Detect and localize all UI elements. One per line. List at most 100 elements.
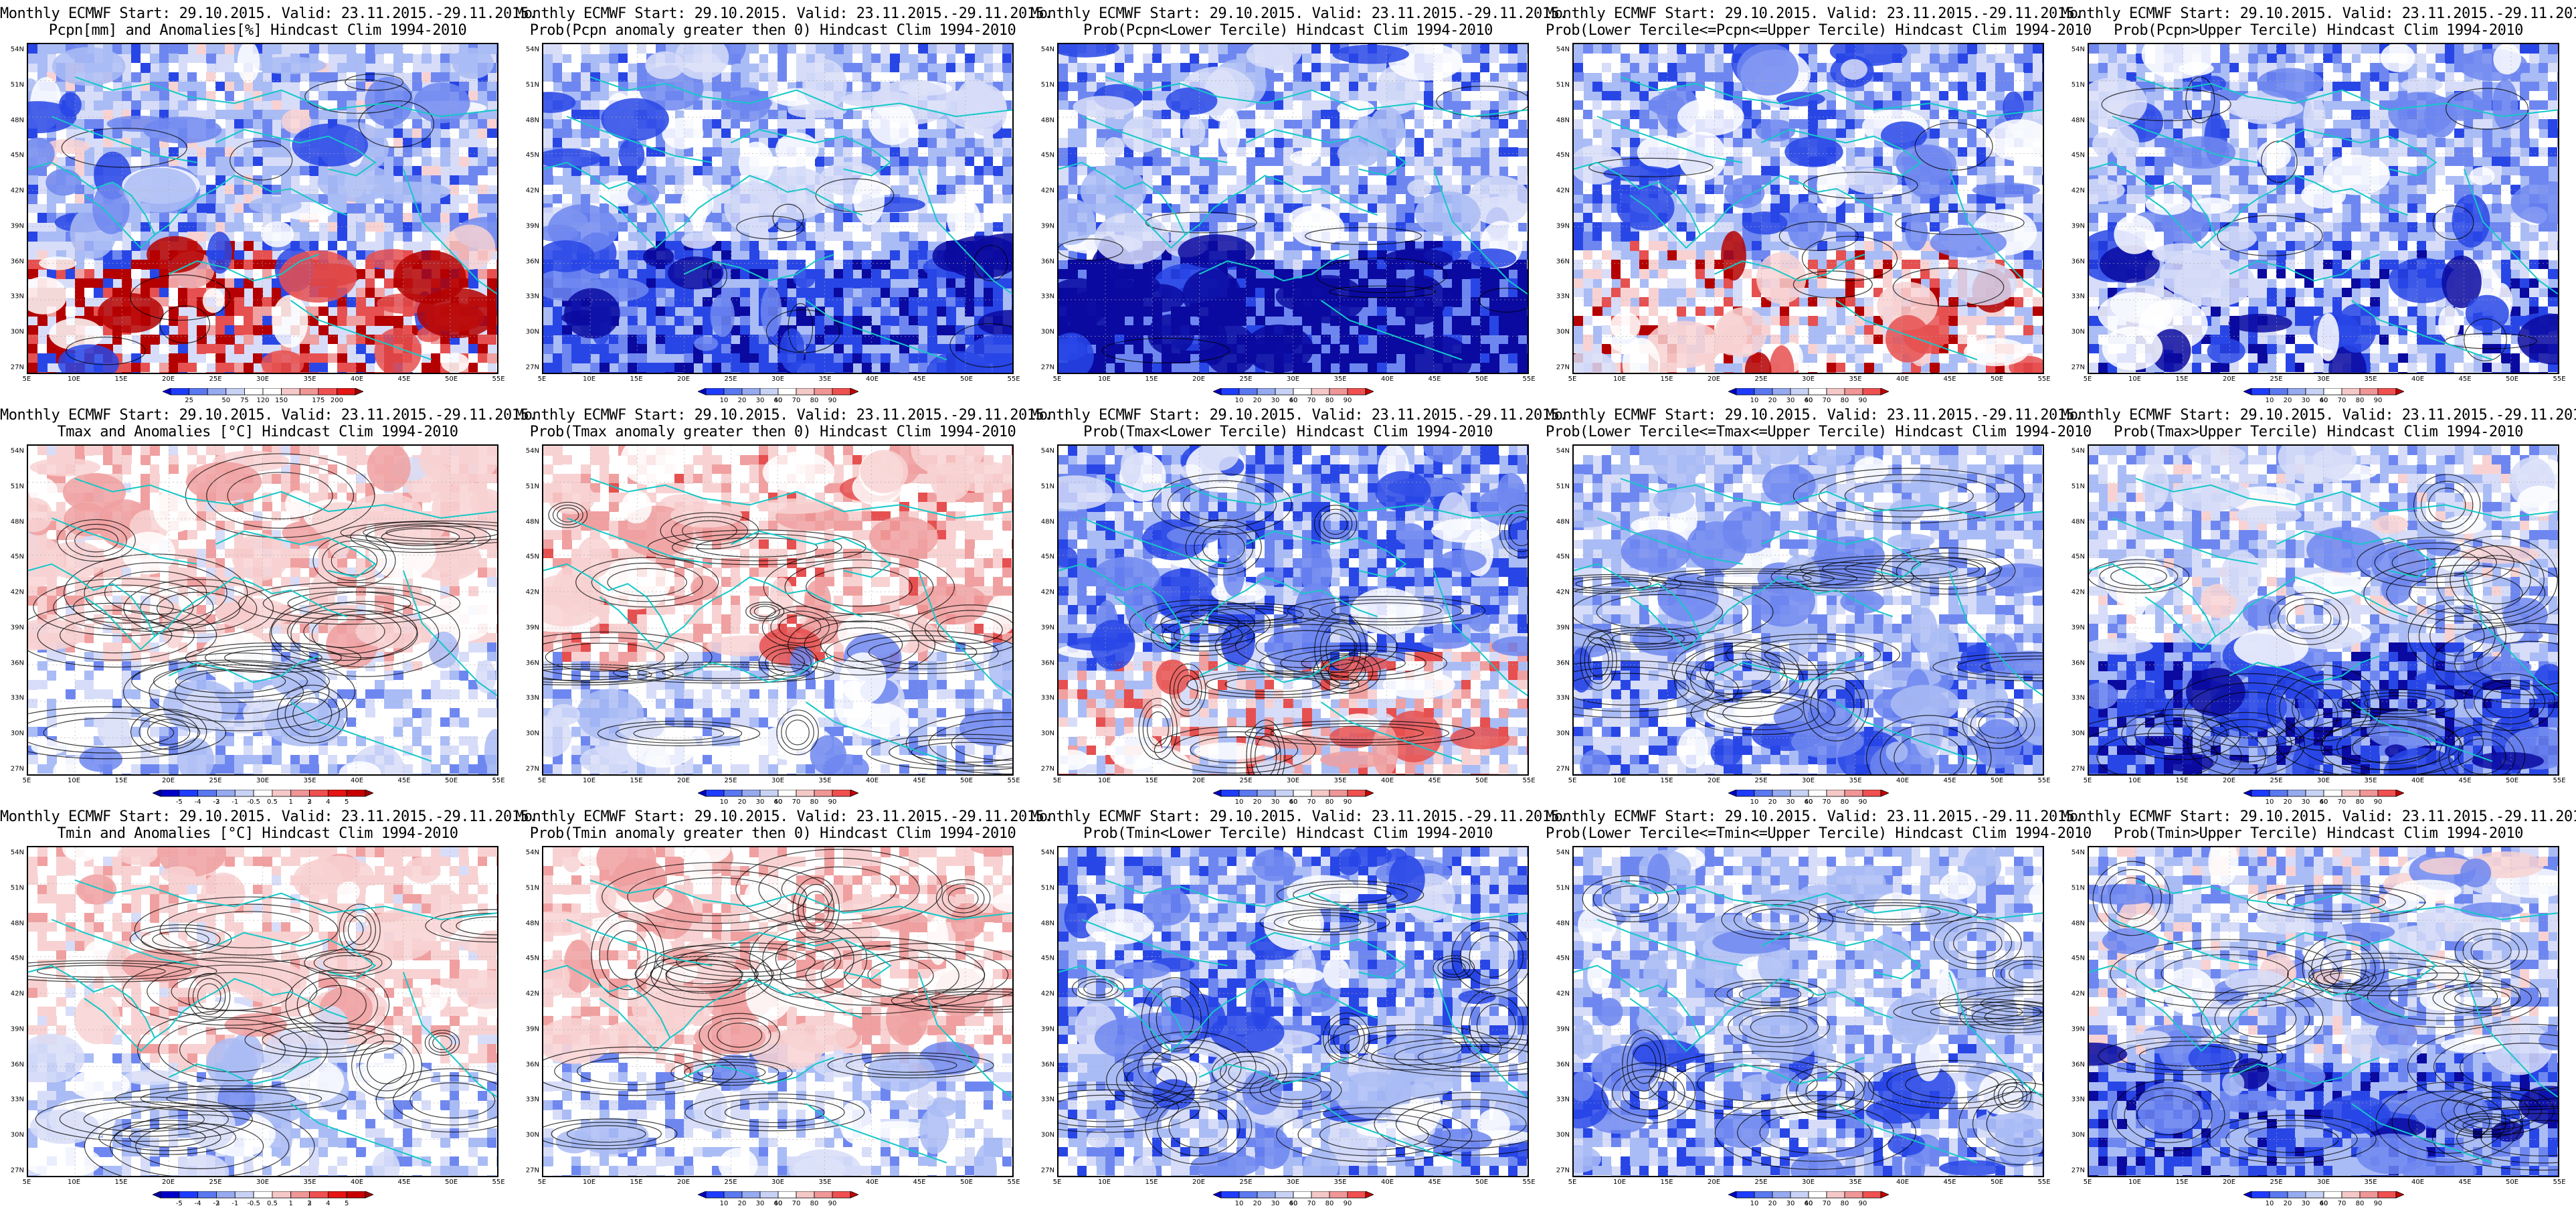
colorbar-tick-label: 80	[1841, 397, 1849, 404]
colorbar-swatch	[698, 1191, 706, 1198]
panel-title-line2: Tmin and Anomalies [°C] Hindcast Clim 19…	[0, 825, 515, 842]
lon-label: 55E	[2553, 1179, 2565, 1186]
colorbar-tick-label: -4	[195, 798, 201, 806]
lat-label: 36N	[526, 1061, 539, 1068]
lon-label: 40E	[1896, 1179, 1909, 1186]
colorbar-tick-label: -1	[232, 1200, 238, 1207]
panel-title-line2: Prob(Tmin anomaly greater then 0) Hindca…	[515, 825, 1030, 842]
colorbar-swatch	[1239, 1191, 1257, 1198]
lat-label: 42N	[1556, 990, 1570, 998]
colorbar-swatch	[1827, 790, 1845, 796]
lat-label: 36N	[1041, 1061, 1054, 1068]
colorbar-swatch	[724, 790, 742, 796]
lon-label: 50E	[1475, 777, 1488, 784]
lon-label: 20E	[162, 1179, 175, 1186]
colorbar-swatches	[1728, 388, 1889, 396]
colorbar-swatch	[347, 790, 365, 796]
lat-label: 36N	[1556, 1061, 1570, 1068]
panel-title: Monthly ECMWF Start: 29.10.2015. Valid: …	[515, 5, 1030, 41]
colorbar-swatch	[2378, 1191, 2396, 1198]
lat-label: 33N	[1556, 1096, 1570, 1104]
colorbar-swatch	[850, 388, 858, 395]
lon-label: 25E	[1239, 1179, 1252, 1186]
lon-label: 45E	[913, 1179, 925, 1186]
map-panel-r1c1: Monthly ECMWF Start: 29.10.2015. Valid: …	[0, 5, 515, 407]
lat-label: 42N	[11, 990, 24, 998]
colorbar-tick-label: 70	[792, 1200, 801, 1207]
colorbar-tick-label: 10	[1750, 397, 1759, 404]
colorbar-swatch	[706, 1191, 724, 1198]
colorbar-tick-label: 5	[345, 798, 349, 806]
lat-label: 48N	[11, 920, 24, 927]
lon-label: 45E	[2458, 375, 2471, 383]
colorbar-tick-label: 120	[256, 397, 269, 404]
lon-label: 45E	[1943, 375, 1956, 383]
colorbar-swatch	[2324, 790, 2342, 796]
colorbar-tick-label: 20	[738, 1200, 747, 1207]
lon-label: 15E	[1145, 1179, 1158, 1186]
panel-title-line2: Prob(Tmin>Upper Tercile) Hindcast Clim 1…	[2061, 825, 2576, 842]
colorbar-tick-label: 60	[1805, 798, 1813, 806]
colorbar-swatch	[1728, 1191, 1736, 1198]
lon-label: 35E	[2364, 375, 2377, 383]
map-panel-r3c3: Monthly ECMWF Start: 29.10.2015. Valid: …	[1030, 808, 1546, 1210]
colorbar-swatch	[198, 790, 217, 796]
lon-label: 20E	[1192, 777, 1205, 784]
colorbar-swatch	[272, 790, 291, 796]
lat-label: 39N	[11, 624, 24, 631]
colorbar-swatch	[1275, 388, 1293, 395]
lon-label: 5E	[23, 777, 31, 784]
lon-label: 35E	[1849, 1179, 1861, 1186]
colorbar-tick-label: 80	[1325, 397, 1334, 404]
lon-label: 30E	[256, 1179, 269, 1186]
lon-label: 15E	[2175, 777, 2188, 784]
lat-label: 45N	[1556, 553, 1570, 561]
lat-label: 54N	[526, 46, 539, 54]
panel-title: Monthly ECMWF Start: 29.10.2015. Valid: …	[2061, 407, 2576, 443]
panel-title-line1: Monthly ECMWF Start: 29.10.2015. Valid: …	[1030, 407, 1546, 424]
lon-label: 30E	[1287, 375, 1299, 383]
map-field	[1059, 446, 1528, 774]
lat-label: 45N	[1556, 955, 1570, 962]
panel-title-line1: Monthly ECMWF Start: 29.10.2015. Valid: …	[0, 407, 515, 424]
lat-label: 54N	[1556, 849, 1570, 857]
colorbar-tick-label: 10	[1750, 798, 1759, 806]
lat-label: 27N	[526, 766, 539, 773]
colorbar-tick-label: 10	[1750, 1200, 1759, 1207]
map-field	[1574, 446, 2043, 774]
lat-label: 51N	[2072, 483, 2085, 490]
lat-label: 45N	[11, 152, 24, 159]
lon-label: 10E	[2128, 375, 2141, 383]
colorbar-swatch	[706, 790, 724, 796]
colorbar-swatch	[365, 1191, 373, 1198]
colorbar-swatch	[161, 1191, 179, 1198]
lat-label: 42N	[11, 589, 24, 596]
colorbar-swatch	[1293, 388, 1311, 395]
colorbar-tick-label: 30	[1271, 798, 1280, 806]
lon-label: 5E	[538, 375, 547, 383]
lat-label: 27N	[526, 364, 539, 371]
colorbar-tick-label: 80	[2356, 1200, 2365, 1207]
colorbar-swatch	[2243, 1191, 2251, 1198]
colorbar-tick-label: 3	[307, 1200, 311, 1207]
map-field	[1574, 44, 2043, 373]
lon-label: 55E	[2037, 1179, 2050, 1186]
colorbar-tick-label: 5	[345, 1200, 349, 1207]
lon-label: 45E	[1428, 375, 1441, 383]
lon-label: 35E	[818, 375, 831, 383]
colorbar-swatch	[1790, 388, 1809, 395]
colorbar-tick-label: 20	[1253, 397, 1262, 404]
colorbar-tick-label: 20	[738, 397, 747, 404]
lat-label: 48N	[11, 116, 24, 124]
